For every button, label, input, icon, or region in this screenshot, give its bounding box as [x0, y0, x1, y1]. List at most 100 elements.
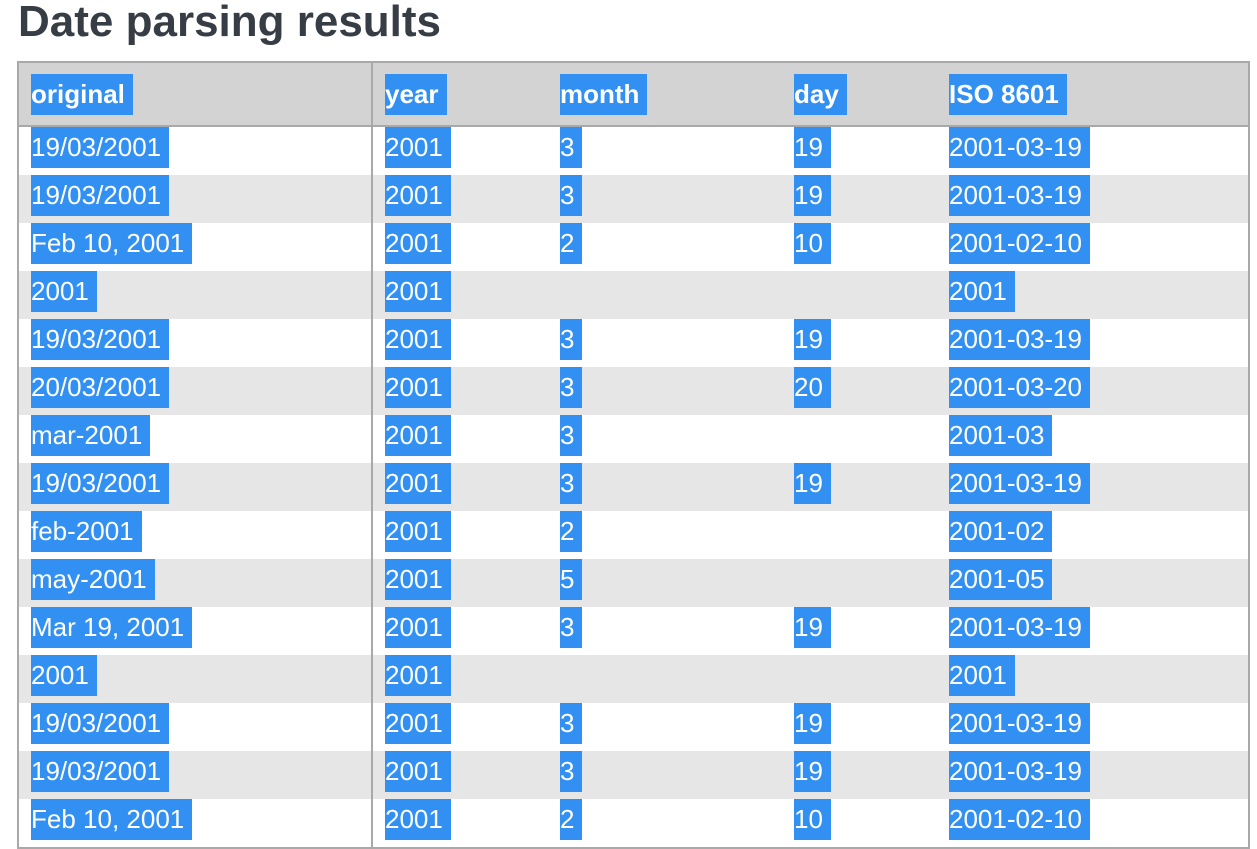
- column-header: original: [18, 62, 373, 127]
- table-row: 19/03/2001 2001 3 19 2001-03-19: [18, 751, 1249, 799]
- table-cell: 19: [782, 175, 937, 223]
- cell-text: 3: [560, 607, 583, 648]
- cell-text: 5: [560, 559, 583, 600]
- table-cell: 3: [548, 367, 782, 415]
- cell-text: 2001-03-19: [949, 463, 1090, 504]
- cell-text: 10: [794, 799, 831, 840]
- cell-text: 3: [560, 463, 583, 504]
- cell-text: feb-2001: [31, 511, 142, 552]
- table-row: mar-2001 2001 3 2001-03: [18, 415, 1249, 463]
- cell-text: 19: [794, 607, 831, 648]
- table-cell: 2001: [372, 751, 548, 799]
- table-cell: 19/03/2001: [18, 175, 373, 223]
- column-header: year: [372, 62, 548, 127]
- cell-text: 19: [794, 463, 831, 504]
- cell-text: 2001-02: [949, 511, 1053, 552]
- table-cell: 19: [782, 703, 937, 751]
- table-cell: 2001-03-19: [937, 703, 1249, 751]
- table-cell: [782, 559, 937, 607]
- table-cell: 2001-03-20: [937, 367, 1249, 415]
- table-cell: 2001-02-10: [937, 223, 1249, 271]
- table-cell: 10: [782, 223, 937, 271]
- table-cell: [782, 655, 937, 703]
- cell-text: 3: [560, 175, 583, 216]
- cell-text: 2001: [949, 655, 1015, 696]
- table-body: 19/03/2001 2001 3 19 2001-03-19 19/03/2001 200…: [18, 126, 1249, 848]
- cell-text: 19/03/2001: [31, 751, 170, 792]
- table-cell: 19: [782, 463, 937, 511]
- table-cell: 3: [548, 415, 782, 463]
- cell-text: 2001: [385, 607, 451, 648]
- cell-text: 2001-03-19: [949, 127, 1090, 168]
- cell-text: 19: [794, 127, 831, 168]
- table-row: Feb 10, 2001 2001 2 10 2001-02-10: [18, 223, 1249, 271]
- table-cell: [782, 511, 937, 559]
- cell-text: 10: [794, 223, 831, 264]
- table-cell: 2001: [372, 703, 548, 751]
- table-cell: 2001: [372, 607, 548, 655]
- table-cell: 10: [782, 799, 937, 848]
- cell-text: Feb 10, 2001: [31, 799, 193, 840]
- cell-text: 3: [560, 751, 583, 792]
- cell-text: 2001: [385, 511, 451, 552]
- cell-text: 2001: [385, 463, 451, 504]
- table-cell: 3: [548, 703, 782, 751]
- cell-text: 2001: [385, 319, 451, 360]
- cell-text: 2: [560, 799, 583, 840]
- table-cell: 2001: [18, 655, 373, 703]
- cell-text: 2001: [385, 559, 451, 600]
- table-cell: 19/03/2001: [18, 463, 373, 511]
- table-cell: feb-2001: [18, 511, 373, 559]
- table-row: 20/03/2001 2001 3 20 2001-03-20: [18, 367, 1249, 415]
- cell-text: 19/03/2001: [31, 319, 170, 360]
- cell-text: ISO 8601: [949, 73, 1067, 115]
- table-cell: [782, 271, 937, 319]
- table-cell: 19: [782, 751, 937, 799]
- cell-text: 2001: [385, 799, 451, 840]
- table-row: 19/03/2001 2001 3 19 2001-03-19: [18, 463, 1249, 511]
- cell-text: 19/03/2001: [31, 703, 170, 744]
- cell-text: 2001: [385, 367, 451, 408]
- table-row: feb-2001 2001 2 2001-02: [18, 511, 1249, 559]
- cell-text: year: [385, 73, 447, 115]
- table-cell: 3: [548, 463, 782, 511]
- table-cell: 3: [548, 751, 782, 799]
- cell-text: 19: [794, 319, 831, 360]
- table-cell: 2001: [372, 271, 548, 319]
- table-row: 19/03/2001 2001 3 19 2001-03-19: [18, 175, 1249, 223]
- column-header: day: [782, 62, 937, 127]
- table-row: may-2001 2001 5 2001-05: [18, 559, 1249, 607]
- table-cell: 3: [548, 175, 782, 223]
- table-cell: 2001: [372, 175, 548, 223]
- cell-text: 2001-05: [949, 559, 1053, 600]
- table-cell: 2001-03: [937, 415, 1249, 463]
- cell-text: 2001-03-19: [949, 703, 1090, 744]
- cell-text: 2001: [385, 415, 451, 456]
- cell-text: may-2001: [31, 559, 155, 600]
- page-title: Date parsing results: [18, 0, 442, 46]
- table-cell: 19: [782, 319, 937, 367]
- table-row: 19/03/2001 2001 3 19 2001-03-19: [18, 126, 1249, 175]
- cell-text: 3: [560, 367, 583, 408]
- table-row: 2001 2001 2001: [18, 271, 1249, 319]
- cell-text: original: [31, 73, 133, 115]
- table-cell: 19/03/2001: [18, 319, 373, 367]
- table-cell: mar-2001: [18, 415, 373, 463]
- table-cell: 2001-03-19: [937, 175, 1249, 223]
- cell-text: 2001-02-10: [949, 799, 1090, 840]
- table-cell: 2001: [372, 367, 548, 415]
- table-cell: 2001: [372, 126, 548, 175]
- cell-text: 2001-03-19: [949, 319, 1090, 360]
- cell-text: 2001: [385, 223, 451, 264]
- cell-text: 2001-03: [949, 415, 1053, 456]
- cell-text: 2001-03-19: [949, 175, 1090, 216]
- results-table: original year month day ISO 8601 19/03/2001 2…: [17, 61, 1250, 849]
- cell-text: 2001: [31, 655, 97, 696]
- cell-text: 2001-02-10: [949, 223, 1090, 264]
- cell-text: 2001: [385, 127, 451, 168]
- table-cell: 2001: [18, 271, 373, 319]
- table-cell: 2001-02-10: [937, 799, 1249, 848]
- table-cell: 20: [782, 367, 937, 415]
- table-cell: 2001: [372, 415, 548, 463]
- cell-text: 3: [560, 703, 583, 744]
